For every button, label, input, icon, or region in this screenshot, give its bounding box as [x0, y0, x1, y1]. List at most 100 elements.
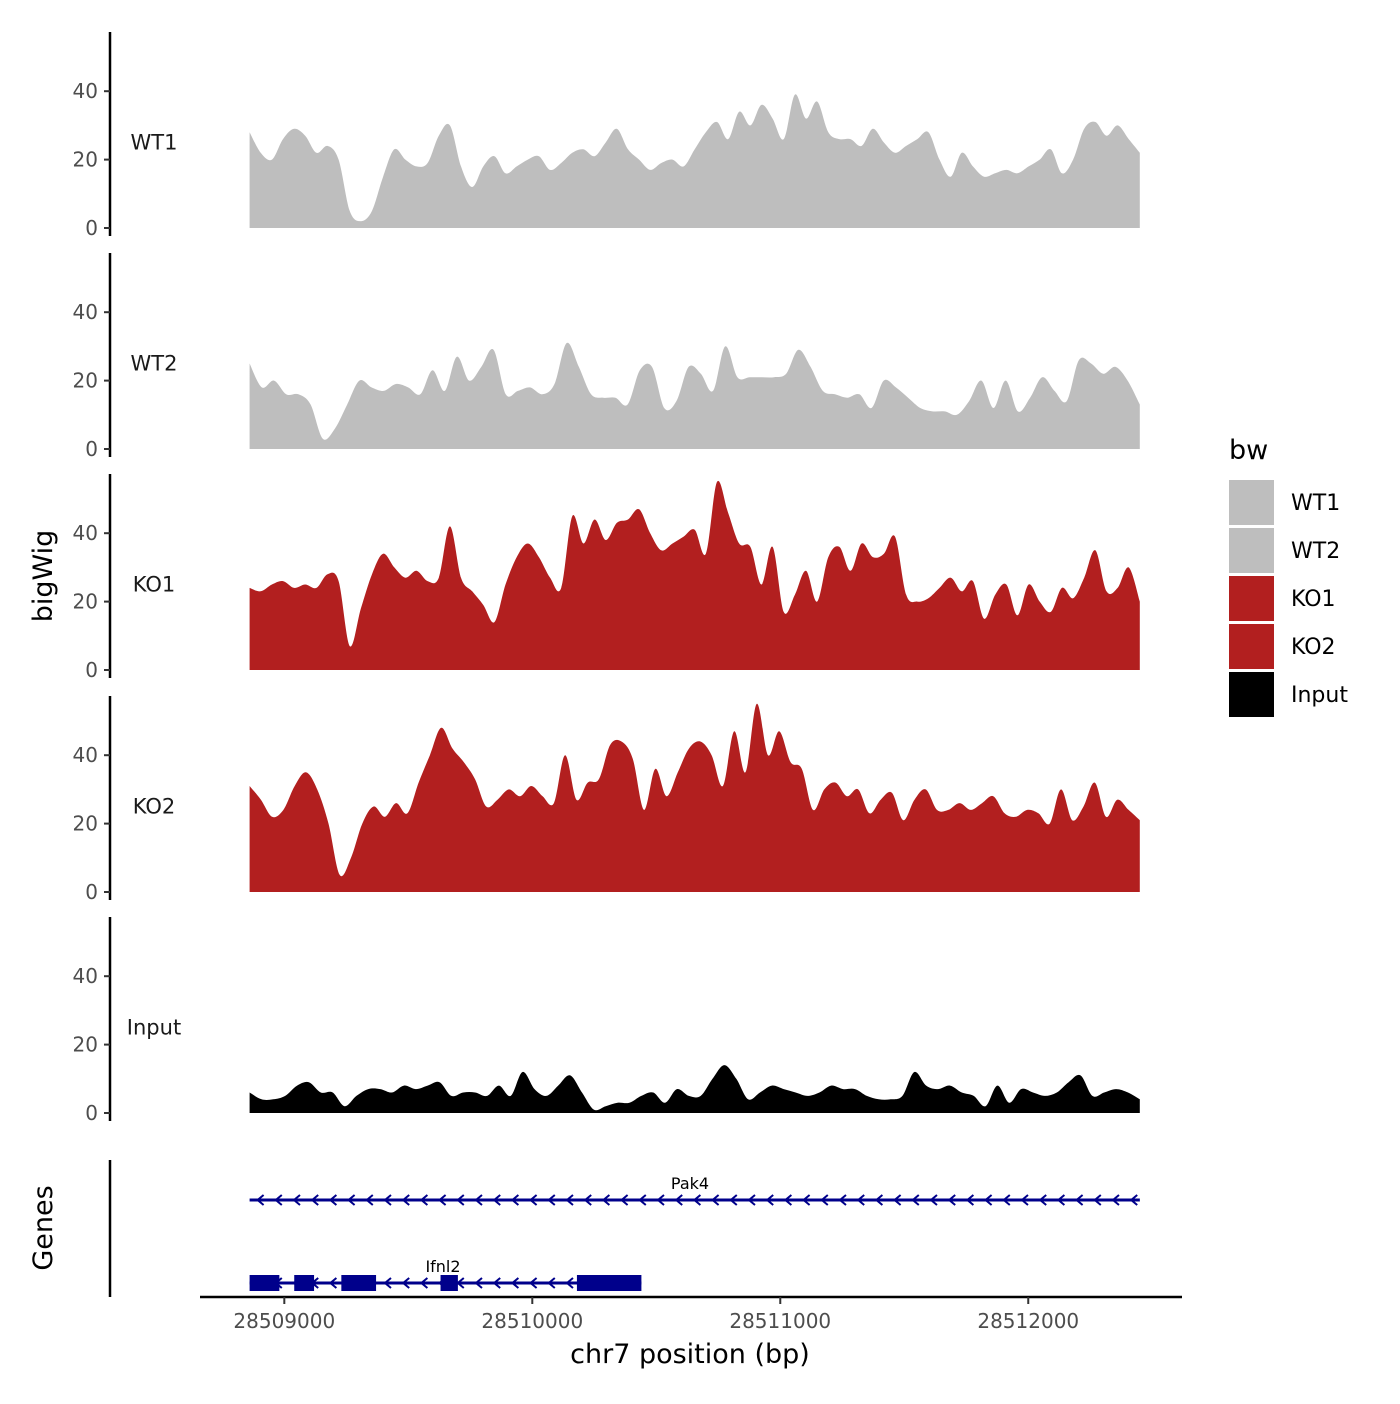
y-tick-label: 0	[85, 1101, 98, 1125]
track-input: 0 20 40 Input	[73, 917, 1140, 1125]
strand-arrow	[711, 1194, 720, 1206]
y-tick-label: 0	[85, 880, 98, 904]
strand-arrow	[365, 1194, 374, 1206]
strand-arrow	[474, 1277, 483, 1289]
y-tick-label: 0	[85, 437, 98, 461]
y-tick-label: 20	[73, 369, 98, 393]
strand-arrow	[347, 1194, 356, 1206]
strand-arrow	[1111, 1194, 1120, 1206]
strand-arrow	[419, 1194, 429, 1206]
legend-key-wt1	[1229, 480, 1274, 525]
gene-ifnl2: Ifnl2	[249, 1257, 642, 1291]
coverage-area-wt2	[249, 342, 1140, 449]
coverage-area-wt1	[249, 94, 1140, 228]
x-axis-title: chr7 position (bp)	[570, 1339, 810, 1370]
track-label: KO1	[133, 573, 176, 597]
x-tick-label: 28511000	[729, 1309, 831, 1333]
strand-arrow	[729, 1194, 738, 1206]
strand-arrow	[638, 1194, 647, 1206]
exon-block	[341, 1275, 377, 1291]
strand-arrow	[674, 1194, 683, 1206]
strand-arrow	[747, 1194, 756, 1206]
legend-key-wt2	[1229, 528, 1274, 573]
legend-label-wt1: WT1	[1291, 491, 1340, 516]
x-axis: 28509000 28510000 28511000 28512000	[200, 1295, 1182, 1333]
x-tick-label: 28509000	[233, 1309, 335, 1333]
strand-arrow	[1002, 1194, 1011, 1206]
track-label: WT2	[131, 352, 178, 376]
strand-arrow	[893, 1194, 902, 1206]
strand-arrow	[547, 1194, 556, 1206]
y-tick-label: 40	[73, 79, 98, 103]
strand-arrow	[510, 1194, 520, 1206]
legend-label-input: Input	[1291, 683, 1348, 708]
legend: bw WT1 WT2 KO1 KO2 Input	[1229, 435, 1348, 717]
track-wt2: 0 20 40 WT2	[73, 253, 1140, 461]
strand-arrow	[383, 1277, 392, 1289]
x-tick-label: 28512000	[977, 1309, 1079, 1333]
strand-arrow	[456, 1194, 465, 1206]
strand-arrow	[1129, 1194, 1138, 1206]
strand-arrow	[292, 1194, 301, 1206]
legend-label-ko1: KO1	[1291, 587, 1336, 612]
x-tick-label: 28510000	[481, 1309, 583, 1333]
strand-arrow	[529, 1277, 538, 1289]
y-tick-label: 20	[73, 590, 98, 614]
legend-label-ko2: KO2	[1291, 635, 1336, 660]
track-label: Input	[127, 1016, 181, 1040]
strand-arrow	[274, 1194, 283, 1206]
strand-arrow	[565, 1194, 574, 1206]
strand-arrow	[601, 1194, 611, 1206]
strand-arrow	[947, 1194, 956, 1206]
coverage-area-input	[249, 1065, 1140, 1113]
legend-title: bw	[1229, 435, 1268, 466]
y-tick-label: 40	[73, 964, 98, 988]
strand-arrow	[1038, 1194, 1047, 1206]
y-tick-label: 20	[73, 812, 98, 836]
strand-arrow	[911, 1194, 920, 1206]
strand-arrow	[984, 1194, 993, 1206]
track-wt1: 0 20 40 WT1	[73, 32, 1140, 240]
y-tick-label: 0	[85, 658, 98, 682]
strand-arrow	[401, 1277, 410, 1289]
exon-block	[294, 1275, 315, 1291]
strand-arrow	[692, 1194, 702, 1206]
legend-key-ko1	[1229, 576, 1274, 621]
genes-group: Pak4 Ifnl2	[108, 1160, 1140, 1297]
strand-arrow	[1056, 1194, 1066, 1206]
y-axis-title: bigWig	[28, 530, 59, 623]
strand-arrow	[802, 1194, 811, 1206]
strand-arrow	[328, 1194, 338, 1206]
strand-arrow	[1093, 1194, 1102, 1206]
strand-arrow	[565, 1277, 574, 1289]
genes-axis-title: Genes	[28, 1185, 59, 1270]
strand-arrow	[492, 1194, 501, 1206]
y-tick-label: 20	[73, 1033, 98, 1057]
strand-arrow	[820, 1194, 829, 1206]
strand-arrow	[929, 1194, 938, 1206]
strand-arrow	[765, 1194, 774, 1206]
strand-arrow	[328, 1277, 338, 1289]
strand-arrow	[620, 1194, 629, 1206]
strand-arrow	[383, 1194, 392, 1206]
y-tick-label: 0	[85, 216, 98, 240]
strand-arrow	[547, 1277, 556, 1289]
strand-arrow	[529, 1194, 538, 1206]
strand-arrow	[256, 1194, 265, 1206]
exon-block	[249, 1275, 280, 1291]
strand-arrow	[474, 1194, 483, 1206]
gene-pak4: Pak4	[249, 1174, 1140, 1206]
y-tick-label: 40	[73, 743, 98, 767]
y-tick-label: 40	[73, 300, 98, 324]
tracks-group: 0 20 40 WT1 0 20 40 WT2 0 20 40 KO1 0 20 40 KO2 0 20 40 Inp…	[73, 32, 1140, 1125]
strand-arrow	[310, 1194, 319, 1206]
strand-arrow	[401, 1194, 410, 1206]
track-ko2: 0 20 40 KO2	[73, 696, 1140, 904]
strand-arrow	[1075, 1194, 1084, 1206]
strand-arrow	[492, 1277, 501, 1289]
exon-block	[440, 1275, 458, 1291]
legend-key-input	[1229, 672, 1274, 717]
strand-arrow	[583, 1194, 592, 1206]
gene-label: Ifnl2	[425, 1257, 460, 1276]
